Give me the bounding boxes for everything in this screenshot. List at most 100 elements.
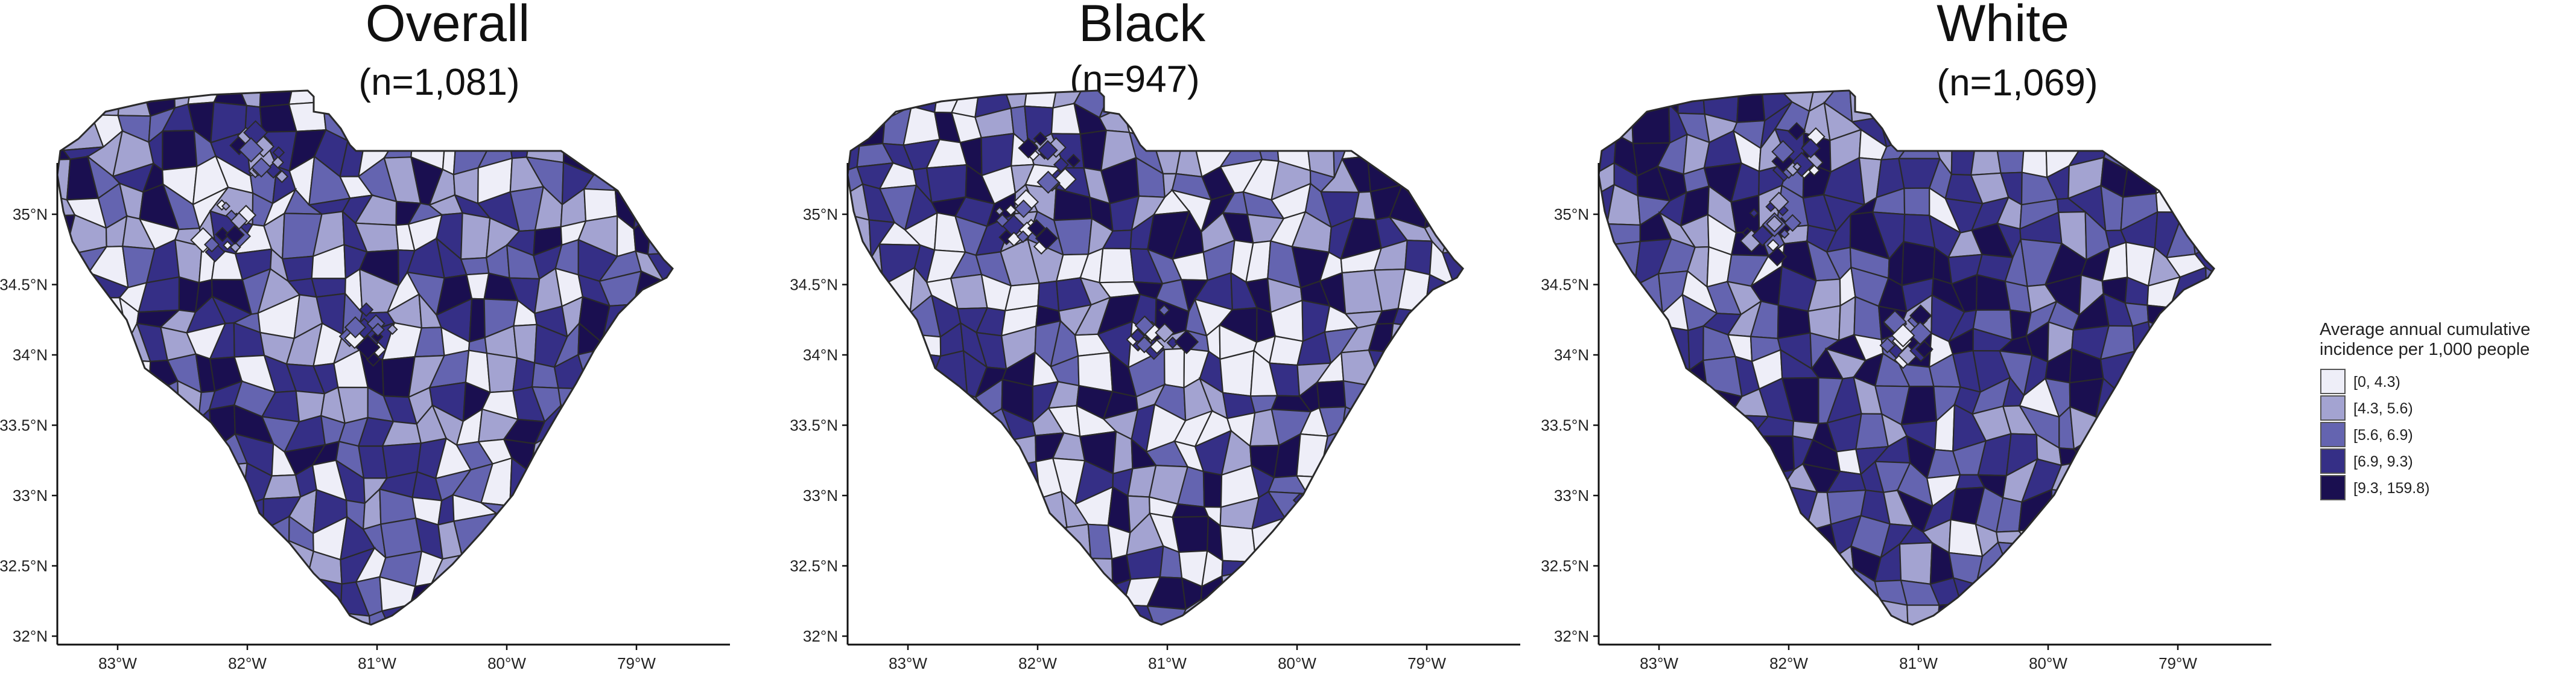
census-region bbox=[636, 404, 655, 453]
census-region bbox=[1276, 515, 1309, 561]
census-region bbox=[57, 91, 69, 119]
census-region bbox=[1146, 605, 1187, 625]
census-region bbox=[1135, 336, 1153, 354]
census-region bbox=[2108, 528, 2132, 555]
census-region bbox=[1316, 380, 1347, 409]
census-region bbox=[2043, 527, 2053, 537]
legend-items: [0, 4.3) [4.3, 5.6) [5.6, 6.9) [6.9, 9.3) [9… bbox=[2320, 369, 2429, 500]
census-region bbox=[1219, 349, 1255, 397]
census-region bbox=[1013, 528, 1039, 551]
census-region bbox=[2140, 576, 2179, 613]
census-region bbox=[855, 404, 891, 453]
x-tick-label: 83°W bbox=[1640, 654, 1678, 672]
census-region bbox=[880, 461, 918, 507]
census-region bbox=[2086, 512, 2110, 537]
census-region bbox=[78, 579, 105, 608]
census-region bbox=[582, 584, 616, 605]
census-region bbox=[1326, 491, 1350, 514]
census-region bbox=[562, 597, 585, 625]
census-region bbox=[1342, 91, 1373, 123]
census-region bbox=[221, 202, 230, 211]
census-region bbox=[521, 515, 546, 540]
census-region bbox=[225, 209, 238, 222]
census-region bbox=[1897, 135, 1941, 160]
census-region bbox=[1246, 91, 1277, 117]
census-region bbox=[1326, 518, 1337, 529]
census-region bbox=[235, 498, 265, 532]
census-region bbox=[65, 376, 107, 412]
census-region bbox=[1391, 578, 1429, 599]
census-region bbox=[218, 462, 248, 508]
census-region bbox=[1613, 325, 1648, 368]
census-region bbox=[909, 500, 944, 526]
census-region bbox=[1652, 543, 1691, 583]
census-region bbox=[284, 596, 318, 625]
census-region bbox=[1370, 551, 1398, 588]
census-region bbox=[1802, 575, 1837, 602]
x-tick-label: 79°W bbox=[1407, 654, 1446, 672]
census-region bbox=[1441, 211, 1463, 254]
census-region bbox=[389, 113, 415, 151]
census-region bbox=[431, 582, 466, 611]
census-region bbox=[602, 113, 635, 147]
census-region bbox=[647, 212, 673, 255]
census-region bbox=[66, 296, 103, 343]
census-region bbox=[1374, 494, 1405, 532]
census-region bbox=[191, 515, 228, 559]
census-region bbox=[1395, 406, 1433, 449]
census-region bbox=[577, 438, 602, 480]
census-region bbox=[598, 380, 639, 407]
census-region bbox=[1372, 585, 1404, 601]
census-region bbox=[649, 486, 673, 532]
census-region bbox=[512, 357, 536, 392]
census-region bbox=[1766, 238, 1780, 252]
census-region bbox=[2170, 165, 2204, 193]
census-region bbox=[2057, 529, 2072, 545]
census-region bbox=[1032, 526, 1068, 548]
census-region bbox=[1599, 383, 1617, 416]
census-region bbox=[514, 489, 541, 515]
census-region bbox=[1599, 91, 1616, 112]
census-region bbox=[2194, 546, 2214, 582]
census-region bbox=[1416, 492, 1457, 520]
census-region bbox=[1441, 91, 1463, 123]
census-region bbox=[1066, 153, 1081, 168]
census-region bbox=[1053, 167, 1077, 191]
census-region bbox=[1330, 514, 1345, 529]
census-region bbox=[2127, 103, 2145, 135]
census-region bbox=[1418, 557, 1453, 587]
census-region bbox=[2098, 499, 2136, 531]
census-region bbox=[1929, 100, 1953, 140]
census-region bbox=[1995, 104, 2026, 146]
census-region bbox=[1629, 529, 1670, 564]
census-region bbox=[1784, 540, 1818, 589]
census-region bbox=[1606, 413, 1647, 442]
census-region bbox=[1004, 602, 1037, 625]
census-region bbox=[1658, 604, 1686, 625]
census-region bbox=[454, 107, 489, 151]
census-region bbox=[1908, 109, 1935, 140]
census-region bbox=[1000, 546, 1042, 581]
census-region bbox=[857, 440, 892, 479]
census-region bbox=[91, 547, 123, 581]
census-region bbox=[212, 512, 238, 559]
census-region bbox=[2099, 91, 2132, 117]
census-region bbox=[87, 375, 119, 419]
census-region bbox=[1656, 436, 1682, 472]
census-region bbox=[603, 91, 633, 116]
census-region bbox=[887, 489, 913, 526]
census-region bbox=[954, 414, 992, 440]
census-region bbox=[652, 135, 673, 174]
census-region bbox=[1416, 517, 1457, 562]
census-region bbox=[1401, 597, 1429, 625]
census-region bbox=[1734, 472, 1763, 494]
x-tick-label: 83°W bbox=[98, 654, 137, 672]
census-region bbox=[1011, 492, 1041, 534]
census-region bbox=[890, 542, 914, 591]
census-region bbox=[1033, 131, 1048, 146]
census-region bbox=[576, 457, 620, 503]
census-region bbox=[1953, 595, 1974, 625]
census-region bbox=[2115, 391, 2153, 411]
census-region bbox=[503, 102, 547, 139]
census-region bbox=[1106, 604, 1132, 625]
